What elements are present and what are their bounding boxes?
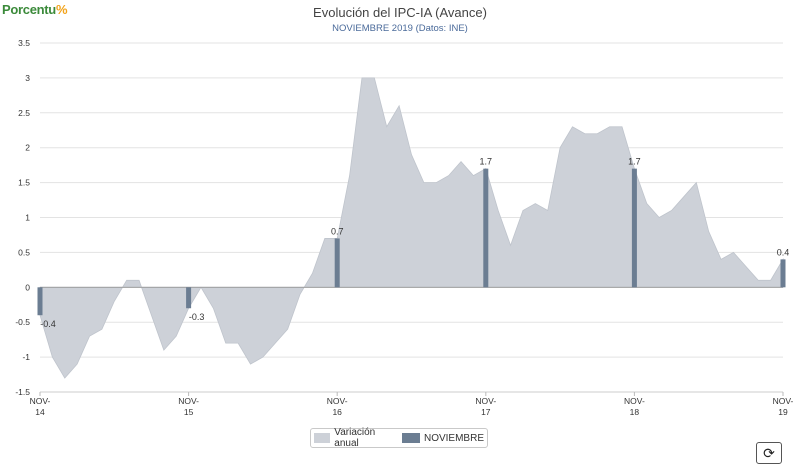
y-tick-label: -1 xyxy=(22,352,30,362)
legend-swatch-area xyxy=(314,433,331,443)
bar-noviembre xyxy=(483,168,489,288)
refresh-icon: ⟳ xyxy=(763,444,775,461)
x-tick-label: NOV- xyxy=(475,396,496,406)
x-tick-label: NOV- xyxy=(773,396,794,406)
area-variacion-anual xyxy=(39,77,784,379)
chart-subtitle: NOVIEMBRE 2019 (Datos: INE) xyxy=(332,23,468,34)
chart-legend: Variación anual NOVIEMBRE xyxy=(310,427,488,449)
x-tick-label-year: 16 xyxy=(332,407,342,417)
y-tick-label: 0 xyxy=(25,282,30,292)
y-tick-label: 0.5 xyxy=(18,247,30,257)
bar-noviembre xyxy=(186,287,192,309)
x-tick-label-year: 17 xyxy=(481,407,491,417)
x-tick-label-year: 19 xyxy=(778,407,788,417)
bar-noviembre xyxy=(631,168,637,288)
bar-noviembre xyxy=(334,238,340,288)
x-tick-label-year: 15 xyxy=(184,407,194,417)
legend-item-variacion-anual[interactable]: Variación anual xyxy=(314,427,396,449)
bar-noviembre xyxy=(780,259,786,288)
chart-title: Evolución del IPC-IA (Avance) xyxy=(313,5,487,20)
legend-swatch-bar xyxy=(401,433,420,443)
y-tick-label: 2 xyxy=(25,143,30,153)
bar-data-label: 1.7 xyxy=(480,157,493,167)
y-tick-label: 1.5 xyxy=(18,178,30,188)
x-tick-label: NOV- xyxy=(178,396,199,406)
legend-label-bar: NOVIEMBRE xyxy=(423,432,484,444)
x-tick-label-year: 14 xyxy=(35,407,45,417)
legend-label-area: Variación anual xyxy=(334,427,376,449)
x-tick-label-year: 18 xyxy=(630,407,640,417)
x-tick-label: NOV- xyxy=(30,396,51,406)
y-tick-label: -0.5 xyxy=(15,317,30,327)
bar-noviembre xyxy=(37,287,43,316)
logo-text: Porcentu xyxy=(2,2,56,17)
porcentual-logo: Porcentu% xyxy=(2,2,68,17)
y-tick-label: 3.5 xyxy=(18,38,30,48)
y-tick-label: -1.5 xyxy=(15,387,30,397)
bar-data-label: 0.7 xyxy=(331,226,344,236)
x-tick-label: NOV- xyxy=(624,396,645,406)
logo-accent: % xyxy=(55,2,68,17)
refresh-button[interactable]: ⟳ xyxy=(756,442,782,464)
y-tick-label: 2.5 xyxy=(18,108,30,118)
legend-item-noviembre[interactable]: NOVIEMBRE xyxy=(401,432,484,444)
bar-data-label: 1.7 xyxy=(628,157,641,167)
bar-data-label: -0.4 xyxy=(40,319,56,329)
y-tick-label: 3 xyxy=(25,73,30,83)
x-tick-label: NOV- xyxy=(327,396,348,406)
bar-data-label: -0.3 xyxy=(189,312,205,322)
y-tick-label: 1 xyxy=(25,213,30,223)
bar-data-label: 0.4 xyxy=(777,247,790,257)
